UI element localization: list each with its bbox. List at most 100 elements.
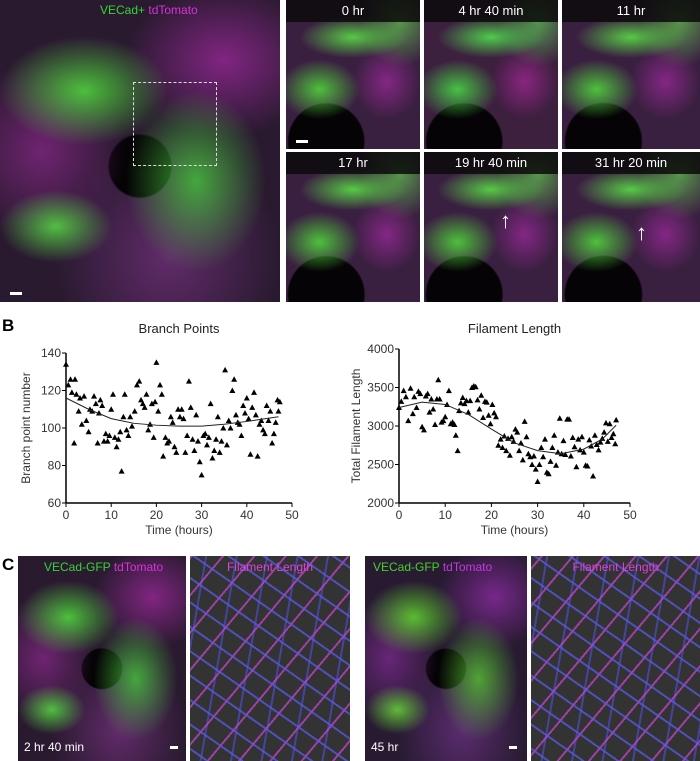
x-tick-label: 30 [195,508,209,522]
data-point [493,413,500,420]
data-point [590,473,597,479]
label-green: VECad-GFP [44,560,111,574]
data-point [258,417,265,423]
data-point [519,456,526,463]
data-point [442,413,449,420]
data-point [608,434,615,441]
data-point [272,419,279,425]
data-point [220,425,227,431]
data-point [566,416,573,422]
data-point [584,463,591,469]
data-point [99,402,106,408]
data-point [256,421,263,427]
x-tick-label: 30 [531,508,545,522]
data-point [77,395,84,401]
data-point [495,442,502,448]
data-point [480,414,487,421]
data-point [166,438,173,444]
c-filament-image-1: Filament Length [190,556,350,761]
data-point [180,415,187,422]
data-point [150,434,157,440]
timepoint-image: 31 hr 20 min ↑ [562,152,700,302]
data-point [204,441,211,448]
data-point [276,398,283,405]
data-point [157,381,164,388]
data-point [540,453,547,460]
data-point [435,376,442,383]
data-point [139,400,146,407]
data-point [430,406,437,412]
filament-title: Filament Length [572,560,659,574]
data-point [97,396,104,403]
data-point [573,463,580,470]
data-point [196,458,203,465]
time-label: 45 hr [371,740,399,754]
data-point [155,408,162,414]
label-magenta: tdTomato [148,3,198,17]
data-point [131,408,138,414]
data-point [529,461,536,467]
data-point [591,432,598,438]
data-point [267,408,274,414]
data-point [595,446,602,453]
y-tick-label: 3500 [367,381,394,395]
data-point [530,453,537,459]
data-point [398,398,405,404]
x-tick-label: 50 [285,508,299,522]
data-point [551,432,558,438]
data-point [270,430,277,437]
data-point [249,404,256,410]
timepoint-image: 0 hr [286,0,420,149]
data-point [252,411,259,418]
data-point [173,449,180,455]
x-tick-label: 20 [150,508,164,522]
x-tick-label: 20 [485,508,499,522]
data-point [532,466,539,472]
data-point [67,376,74,382]
x-tick-label: 0 [396,508,403,522]
data-point [487,420,494,427]
data-point [514,429,521,435]
data-point [147,421,154,427]
data-point [223,441,230,448]
data-point [238,432,245,438]
data-point [232,411,239,418]
data-point [133,381,140,388]
scale-bar [10,292,22,295]
data-point [417,390,424,397]
data-point [138,396,145,403]
label-green: VECad+ [100,3,146,17]
data-point [538,444,545,451]
data-point [571,443,578,450]
data-point [102,430,109,437]
time-label: 4 hr 40 min [424,0,558,22]
data-point [411,393,418,400]
data-point [123,426,130,433]
data-point [158,391,165,397]
data-point [143,391,150,397]
data-point [171,443,178,450]
data-point [229,387,236,393]
y-tick-label: 80 [48,459,62,473]
data-point [436,396,443,402]
data-point [178,406,185,412]
data-point [432,421,439,427]
data-point [85,428,92,435]
data-point [81,393,88,399]
data-point [160,453,167,459]
data-point [523,433,530,440]
data-point [91,393,98,399]
data-point [265,417,272,423]
data-point [606,420,613,427]
data-point [413,404,420,411]
data-point [176,413,183,420]
data-point [536,461,543,467]
data-point [182,449,189,455]
data-point [440,417,447,424]
time-label: 31 hr 20 min [562,152,700,174]
data-point [115,436,122,442]
data-point [202,430,209,437]
data-point [503,447,510,454]
data-point [117,428,124,435]
x-tick-label: 10 [105,508,119,522]
